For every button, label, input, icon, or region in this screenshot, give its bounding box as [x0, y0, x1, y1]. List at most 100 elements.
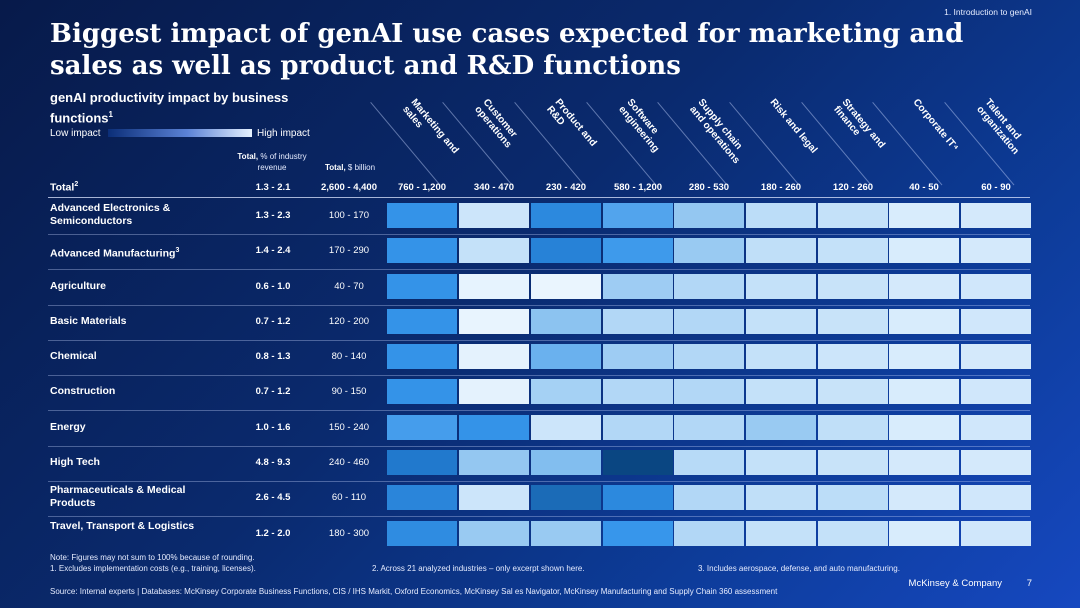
heatmap-cell: [459, 238, 529, 263]
function-total: 120 - 260: [832, 182, 874, 193]
industry-billion: 100 - 170: [328, 210, 370, 221]
function-total: 230 - 420: [545, 182, 587, 193]
function-total: 580 - 1,200: [613, 182, 663, 193]
industry-billion: 80 - 140: [331, 351, 367, 362]
total-separator: [48, 197, 1030, 198]
industry-billion: 120 - 200: [328, 316, 370, 327]
function-total: 60 - 90: [981, 182, 1011, 193]
function-total: 280 - 530: [688, 182, 730, 193]
industry-billion: 240 - 460: [328, 457, 370, 468]
industry-revenue-pct: 1.4 - 2.4: [255, 245, 291, 256]
heatmap-cell: [746, 485, 816, 510]
heatmap-cell: [603, 344, 673, 369]
heatmap-cell: [674, 379, 744, 404]
row-separator: [48, 305, 1030, 306]
heatmap-cell: [961, 450, 1031, 475]
heatmap-cell: [531, 415, 601, 440]
heatmap-cell: [889, 379, 959, 404]
industry-label: Agriculture: [50, 280, 107, 292]
function-total: 40 - 50: [909, 182, 939, 193]
heatmap-cell: [746, 274, 816, 299]
legend-gradient-bar: [108, 129, 252, 137]
industry-billion: 170 - 290: [328, 245, 370, 256]
heatmap-cell: [674, 274, 744, 299]
heatmap-cell: [531, 203, 601, 228]
heatmap-cell: [818, 415, 888, 440]
heatmap-cell: [459, 450, 529, 475]
heatmap-cell: [746, 450, 816, 475]
heatmap-cell: [459, 203, 529, 228]
heatmap-cell: [961, 485, 1031, 510]
heatmap-cell: [961, 309, 1031, 334]
legend-high-label: High impact: [257, 128, 310, 139]
heatmap-cell: [889, 450, 959, 475]
heatmap-cell: [603, 379, 673, 404]
industry-revenue-pct: 0.7 - 1.2: [255, 316, 291, 327]
heatmap-cell: [818, 203, 888, 228]
heatmap-cell: [889, 485, 959, 510]
function-header: Risk and legal: [767, 97, 820, 156]
heatmap-cell: [746, 238, 816, 263]
heatmap-cell: [603, 309, 673, 334]
heatmap-cell: [387, 274, 457, 299]
heatmap-cell: [459, 379, 529, 404]
heatmap-cell: [674, 238, 744, 263]
heatmap-cell: [818, 521, 888, 546]
industry-label: High Tech: [50, 456, 100, 468]
heatmap-cell: [674, 309, 744, 334]
industry-label: Construction: [50, 385, 116, 397]
industry-billion: 40 - 70: [334, 281, 364, 292]
row-separator: [48, 375, 1030, 376]
heatmap-cell: [674, 485, 744, 510]
heatmap-cell: [603, 450, 673, 475]
heatmap-cell: [459, 309, 529, 334]
heatmap-cell: [674, 521, 744, 546]
heatmap-cell: [531, 521, 601, 546]
industry-revenue-pct: 0.8 - 1.3: [255, 351, 291, 362]
heatmap-cell: [961, 274, 1031, 299]
heatmap-cell: [603, 485, 673, 510]
heatmap-cell: [746, 521, 816, 546]
heatmap-cell: [459, 521, 529, 546]
heatmap-cell: [603, 521, 673, 546]
function-header: Corporate IT⁴: [910, 97, 961, 154]
section-label: 1. Introduction to genAI: [944, 7, 1032, 17]
heatmap-cell: [961, 344, 1031, 369]
heatmap-cell: [818, 309, 888, 334]
heatmap-cell: [531, 309, 601, 334]
heatmap-cell: [531, 485, 601, 510]
industry-revenue-pct: 1.3 - 2.3: [255, 210, 291, 221]
heatmap-cell: [818, 485, 888, 510]
industry-revenue-pct: 0.7 - 1.2: [255, 386, 291, 397]
industry-billion: 90 - 150: [331, 386, 367, 397]
function-header: Customer operations: [472, 97, 520, 151]
industry-revenue-pct: 1.0 - 1.6: [255, 422, 291, 433]
heatmap-cell: [459, 415, 529, 440]
chart-subtitle: genAI productivity impact by business fu…: [50, 90, 289, 126]
billion-column-header: Total, $ billion: [324, 163, 376, 172]
industry-label: Pharmaceuticals & Medical Products: [50, 484, 186, 509]
heatmap-cell: [818, 274, 888, 299]
heatmap-cell: [818, 344, 888, 369]
heatmap-cell: [889, 238, 959, 263]
industry-label: Basic Materials: [50, 315, 127, 327]
heatmap-cell: [603, 415, 673, 440]
heatmap-cell: [746, 344, 816, 369]
heatmap-cell: [531, 274, 601, 299]
heatmap-cell: [603, 274, 673, 299]
heatmap-cell: [889, 309, 959, 334]
heatmap-cell: [387, 238, 457, 263]
row-separator: [48, 340, 1030, 341]
heatmap-cell: [746, 379, 816, 404]
heatmap-cell: [746, 309, 816, 334]
heatmap-cell: [387, 379, 457, 404]
function-total: 180 - 260: [760, 182, 802, 193]
brand-name: McKinsey & Company: [908, 578, 1002, 589]
heatmap-cell: [889, 521, 959, 546]
heatmap-cell: [961, 521, 1031, 546]
heatmap-cell: [459, 344, 529, 369]
industry-billion: 150 - 240: [328, 422, 370, 433]
heatmap-cell: [889, 415, 959, 440]
industry-revenue-pct: 2.6 - 4.5: [255, 492, 291, 503]
heatmap-cell: [674, 344, 744, 369]
